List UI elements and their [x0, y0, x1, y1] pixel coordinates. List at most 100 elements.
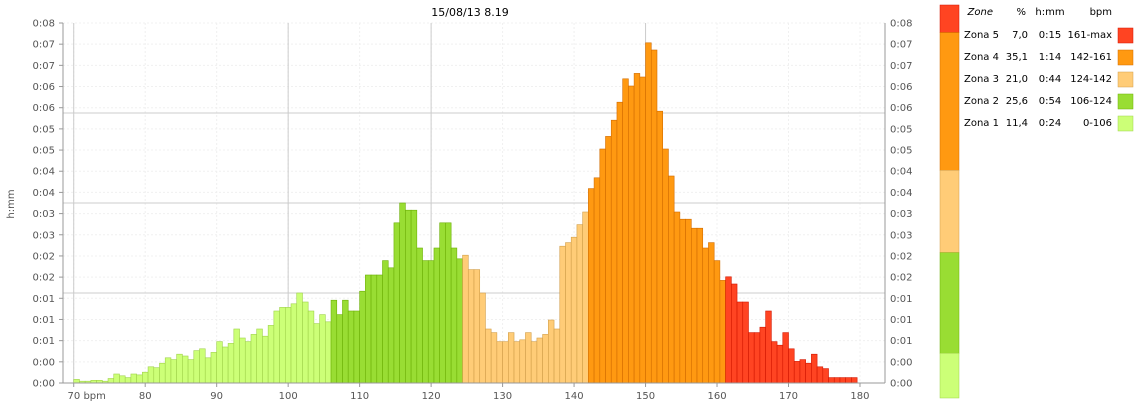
y-tick-label-right: 0:01	[890, 315, 912, 326]
legend-zone-name: Zona 2	[964, 96, 999, 107]
histogram-bar	[622, 78, 629, 384]
x-tick-label: 180	[850, 391, 869, 402]
x-tick-label: 130	[493, 391, 512, 402]
histogram-bar	[530, 341, 538, 384]
legend-header-hmm: h:mm	[1035, 7, 1064, 18]
histogram-bar	[502, 341, 509, 384]
histogram-bar	[393, 222, 400, 384]
bars-layer	[73, 42, 858, 384]
histogram-bar	[719, 280, 726, 384]
histogram-bar	[347, 310, 355, 384]
histogram-bar	[805, 362, 812, 384]
histogram-bar	[170, 359, 177, 384]
histogram-bar	[679, 218, 686, 384]
y-tick-label-right: 0:02	[890, 251, 912, 262]
histogram-bar	[839, 377, 846, 384]
chart-title: 15/08/13 8.19	[431, 6, 508, 19]
histogram-bar	[130, 373, 137, 384]
histogram-bar	[553, 328, 561, 384]
y-tick-label-left: 0:08	[33, 19, 55, 30]
histogram-bar	[742, 301, 749, 384]
y-tick-label-right: 0:01	[890, 336, 912, 347]
x-tick-label: 90	[210, 391, 223, 402]
histogram-bar	[416, 247, 423, 384]
y-tick-label-right: 0:00	[890, 357, 912, 368]
histogram-bar	[462, 254, 469, 384]
y-tick-label-left: 0:07	[33, 61, 55, 72]
y-tick-label-left: 0:03	[33, 209, 55, 220]
legend-zone-bpm: 106-124	[1070, 96, 1112, 107]
histogram-bar	[267, 325, 275, 384]
y-tick-label-left: 0:00	[33, 357, 55, 368]
y-tick-label-right: 0:06	[890, 82, 912, 93]
histogram-bar	[290, 303, 298, 384]
histogram-bar	[702, 247, 709, 384]
histogram-bar	[633, 73, 641, 384]
histogram-bar	[370, 274, 378, 384]
legend-row: Zona 3 21,0 0:44 124-142	[964, 71, 1134, 88]
histogram-bar	[736, 301, 744, 384]
y-tick-label-right: 0:04	[890, 188, 912, 199]
legend-zone-swatch	[1117, 49, 1134, 66]
axes-layer: 0:00 0:00 0:00 0:00 0:01 0:01 0:01 0:01 0:01 0:01…	[33, 19, 913, 403]
zone-strip	[939, 4, 960, 399]
y-tick-label-left: 0:07	[33, 40, 55, 51]
histogram-bar	[713, 260, 721, 384]
histogram-bar	[176, 353, 183, 384]
histogram-bar	[548, 319, 555, 384]
histogram-bar	[159, 362, 166, 384]
histogram-bar	[153, 367, 160, 384]
legend-row: Zona 5 7,0 0:15 161-max	[964, 27, 1134, 44]
legend-header-bpm: bpm	[1090, 7, 1112, 18]
histogram-bar	[708, 242, 715, 384]
histogram-bar	[605, 136, 612, 384]
histogram-bar	[313, 323, 320, 384]
x-tick-label: 140	[565, 391, 584, 402]
histogram-bar	[570, 236, 578, 384]
histogram-bar	[685, 218, 692, 384]
histogram-bar	[273, 310, 280, 384]
histogram-bar	[673, 211, 681, 384]
histogram-bar	[593, 177, 601, 384]
histogram-bar	[696, 227, 704, 384]
y-tick-label-left: 0:05	[33, 146, 55, 157]
x-tick-label: 160	[707, 391, 726, 402]
legend-zone-name: Zona 4	[964, 52, 999, 63]
histogram-bar	[124, 377, 132, 384]
histogram-bar	[668, 175, 675, 384]
histogram-bar	[376, 274, 383, 384]
x-tick-label: 70 bpm	[68, 391, 106, 402]
y-tick-label-left: 0:03	[33, 230, 55, 241]
x-tick-label: 80	[139, 391, 152, 402]
y-tick-label-right: 0:08	[890, 19, 912, 30]
histogram-bar	[588, 188, 595, 384]
histogram-bar	[359, 290, 366, 384]
y-tick-label-left: 0:01	[33, 336, 55, 347]
legend-header-zone: Zone	[967, 7, 993, 18]
histogram-bar	[222, 346, 229, 384]
histogram-bar	[365, 274, 372, 384]
histogram-bar	[748, 332, 755, 384]
legend-zone-bpm: 124-142	[1070, 74, 1112, 85]
histogram-bar	[399, 202, 406, 384]
legend-zone-percent: 25,6	[1006, 96, 1028, 107]
histogram-bar	[788, 348, 795, 384]
histogram-bar	[233, 328, 240, 384]
zone-strip-segment	[939, 4, 960, 33]
histogram-bar	[496, 341, 503, 384]
y-tick-label-right: 0:05	[890, 124, 912, 135]
histogram-bar	[485, 328, 492, 384]
histogram-bar	[610, 119, 618, 384]
y-tick-label-right: 0:02	[890, 273, 912, 284]
histogram-bar	[199, 348, 206, 384]
histogram-bar	[793, 361, 801, 384]
histogram-bar	[325, 321, 332, 384]
histogram-bar	[513, 341, 521, 384]
histogram-bar	[799, 359, 806, 384]
histogram-bar	[119, 375, 126, 384]
histogram-bar	[142, 371, 149, 384]
y-tick-label-left: 0:01	[33, 315, 55, 326]
legend-zone-bpm: 0-106	[1083, 118, 1112, 129]
